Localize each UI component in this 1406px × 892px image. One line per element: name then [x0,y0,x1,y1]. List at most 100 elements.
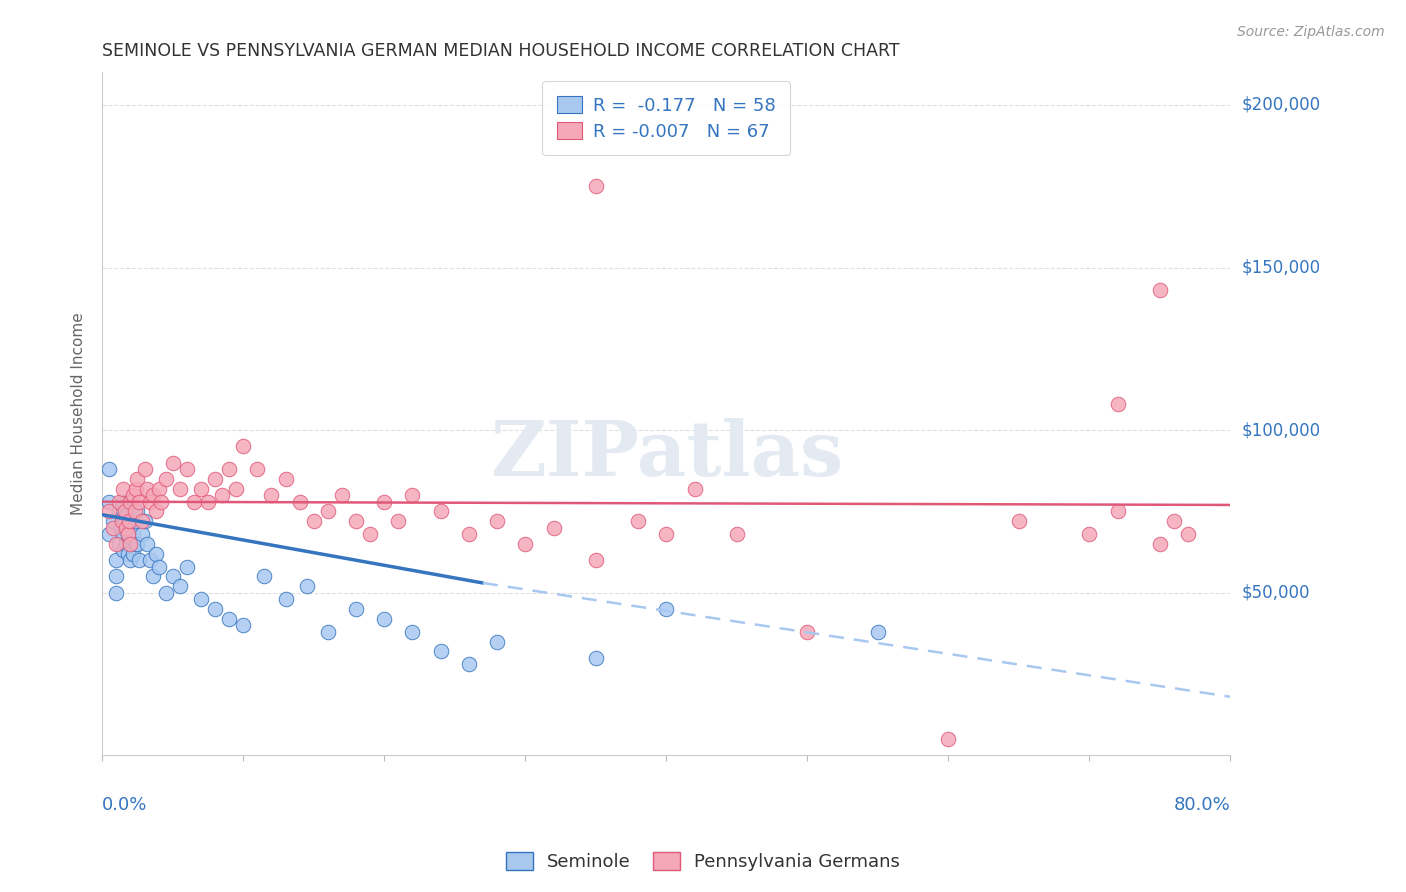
Point [108,537,131,551]
Point [112,482,135,496]
Point [117,527,139,541]
Point [124,504,146,518]
Text: $100,000: $100,000 [1241,421,1320,439]
Point [114,514,136,528]
Point [105,586,128,600]
Point [190,592,212,607]
Point [118,514,141,528]
Point [169,482,191,496]
Text: ZIPatlas: ZIPatlas [489,417,844,491]
Point [1107,504,1129,518]
Point [515,537,537,551]
Point [211,488,233,502]
Point [98,462,121,476]
Point [274,592,297,607]
Point [373,494,395,508]
Point [128,553,150,567]
Point [246,462,269,476]
Point [112,543,135,558]
Point [117,527,139,541]
Point [122,488,145,502]
Point [142,488,165,502]
Point [218,462,240,476]
Point [866,624,889,639]
Point [131,514,153,528]
Point [110,521,132,535]
Point [232,618,254,632]
Point [125,537,148,551]
Point [162,569,184,583]
Text: $150,000: $150,000 [1241,259,1320,277]
Point [145,504,167,518]
Point [316,624,339,639]
Point [124,514,146,528]
Point [105,553,128,567]
Point [316,504,339,518]
Point [429,504,451,518]
Point [127,472,149,486]
Point [1008,514,1031,528]
Point [155,586,177,600]
Point [401,624,423,639]
Point [117,547,139,561]
Point [359,527,381,541]
Point [136,482,159,496]
Point [204,472,226,486]
Point [253,569,276,583]
Text: SEMINOLE VS PENNSYLVANIA GERMAN MEDIAN HOUSEHOLD INCOME CORRELATION CHART: SEMINOLE VS PENNSYLVANIA GERMAN MEDIAN H… [103,42,900,60]
Point [120,494,142,508]
Point [344,514,367,528]
Point [429,644,451,658]
Point [486,634,509,648]
Point [139,553,162,567]
Point [148,559,170,574]
Point [295,579,318,593]
Legend: R =  -0.177   N = 58, R = -0.007   N = 67: R = -0.177 N = 58, R = -0.007 N = 67 [543,81,790,155]
Point [1149,537,1171,551]
Y-axis label: Median Household Income: Median Household Income [72,312,86,516]
Point [115,537,138,551]
Point [136,537,159,551]
Point [183,494,205,508]
Point [105,537,128,551]
Point [134,462,156,476]
Point [1177,527,1199,541]
Point [117,504,139,518]
Point [122,547,145,561]
Point [120,494,142,508]
Point [373,612,395,626]
Point [344,602,367,616]
Point [103,514,125,528]
Point [457,527,479,541]
Point [155,472,177,486]
Point [457,657,479,672]
Point [302,514,325,528]
Point [387,514,409,528]
Point [683,482,706,496]
Point [120,531,142,545]
Point [162,456,184,470]
Point [543,521,565,535]
Point [585,650,607,665]
Point [105,569,128,583]
Text: 0.0%: 0.0% [103,797,148,814]
Point [225,482,247,496]
Point [120,553,142,567]
Point [288,494,311,508]
Point [150,494,173,508]
Point [197,494,219,508]
Text: $50,000: $50,000 [1241,583,1310,602]
Point [112,494,135,508]
Point [103,521,125,535]
Point [585,553,607,567]
Point [1078,527,1101,541]
Point [486,514,509,528]
Point [585,179,607,194]
Point [112,511,135,525]
Point [120,537,142,551]
Point [627,514,650,528]
Point [125,482,148,496]
Point [176,462,198,476]
Point [131,527,153,541]
Point [98,494,121,508]
